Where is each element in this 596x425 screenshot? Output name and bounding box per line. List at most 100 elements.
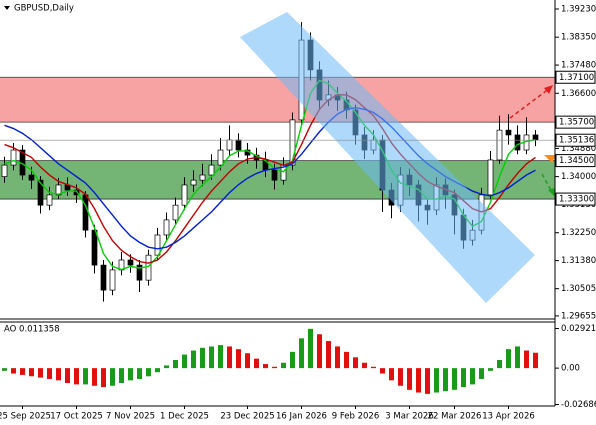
candle-body xyxy=(136,264,143,281)
ao-bar xyxy=(227,346,232,369)
y-tick-label: 0.029215 xyxy=(561,324,596,334)
ao-bar xyxy=(353,357,358,369)
candle-body xyxy=(1,164,8,177)
ao-bar xyxy=(524,350,529,369)
ao-bar xyxy=(407,368,412,390)
level-box xyxy=(555,115,596,129)
ao-bar xyxy=(380,368,385,374)
ao-bar xyxy=(371,366,376,369)
x-tick-label: 25 Sep 2025 xyxy=(0,412,51,422)
last-price-box xyxy=(555,133,596,147)
candle-body xyxy=(109,269,116,291)
candle-body xyxy=(73,189,80,196)
ao-bar xyxy=(56,368,61,381)
ao-bar xyxy=(272,366,277,369)
ao-bar xyxy=(263,364,268,369)
candle-body xyxy=(505,129,512,136)
candle-body xyxy=(181,184,188,206)
y-tick-label: 1.37480 xyxy=(561,61,596,71)
arrow-up xyxy=(509,87,551,119)
y-tick-label: 1.39230 xyxy=(561,4,596,14)
ao-bar xyxy=(191,350,196,369)
candle-body xyxy=(190,179,197,186)
ao-bar xyxy=(119,368,124,384)
trend-channel xyxy=(240,12,535,303)
ao-bar xyxy=(362,362,367,369)
last-price-label: 1.35136 xyxy=(559,136,594,146)
arrow-head xyxy=(544,155,556,163)
ao-bar xyxy=(74,368,79,385)
candle-body xyxy=(100,264,107,291)
ao-bar xyxy=(497,360,502,369)
ao-bar xyxy=(461,368,466,388)
ao-bar xyxy=(173,360,178,369)
x-tick-label: 17 Oct 2025 xyxy=(50,412,103,422)
x-tick-label: 3 Mar 2026 xyxy=(385,412,433,422)
level-label: 1.33300 xyxy=(559,195,594,205)
ao-bar xyxy=(38,368,43,378)
candle-body xyxy=(496,129,503,161)
candle-body xyxy=(172,204,179,221)
ao-bar xyxy=(146,368,151,377)
arrow-down xyxy=(541,173,553,193)
ao-bar xyxy=(164,365,169,369)
ao-bar xyxy=(20,368,25,375)
candle-body xyxy=(289,119,296,166)
x-tick-label: 9 Feb 2026 xyxy=(332,412,380,422)
level-box xyxy=(555,70,596,84)
x-tick-label: 22 Mar 2026 xyxy=(428,412,482,422)
candle-body xyxy=(208,164,215,176)
ao-bar xyxy=(281,362,286,369)
level-label: 1.35700 xyxy=(559,118,594,128)
y-tick-label: 1.30505 xyxy=(561,284,596,294)
candle-body xyxy=(82,194,89,231)
ao-bar xyxy=(236,349,241,369)
y-tick-label: 1.32250 xyxy=(561,228,596,238)
ao-bar xyxy=(470,368,475,385)
candle-body xyxy=(217,149,224,166)
candle-body xyxy=(271,169,278,181)
candle-body xyxy=(145,254,152,281)
x-tick-label: 13 Apr 2026 xyxy=(482,412,535,422)
ao-bar xyxy=(434,368,439,393)
ao-bar xyxy=(317,334,322,369)
ao-bar xyxy=(182,354,187,369)
candle-body xyxy=(10,149,17,166)
candle-body xyxy=(226,139,233,151)
ao-bar xyxy=(254,358,259,369)
ao-bar xyxy=(218,345,223,369)
zone xyxy=(0,77,555,123)
candle-body xyxy=(154,234,161,256)
y-tick-label: 1.34880 xyxy=(561,144,596,154)
ao-bar xyxy=(47,368,52,379)
candle-body xyxy=(127,259,134,266)
ao-bar xyxy=(128,368,133,381)
ao-bar xyxy=(308,328,313,369)
ao-bar xyxy=(83,368,88,385)
x-tick-label: 16 Jan 2026 xyxy=(276,412,327,422)
ao-bar xyxy=(11,368,16,374)
candle-body xyxy=(28,174,35,181)
ao-bar xyxy=(479,368,484,379)
candle-body xyxy=(235,139,242,151)
level-label: 1.34500 xyxy=(559,156,594,166)
ao-bar xyxy=(533,352,538,369)
chart-title: GBPUSD,Daily xyxy=(14,4,74,14)
ao-bar xyxy=(515,346,520,369)
ao-bar xyxy=(92,368,97,386)
arrow-head xyxy=(548,188,555,197)
ao-bar xyxy=(101,368,106,388)
ao-bar xyxy=(137,368,142,379)
candle-body xyxy=(46,194,53,206)
menu-icon xyxy=(4,6,10,10)
candle-body xyxy=(163,219,170,236)
ao-bar xyxy=(2,368,7,371)
level-box xyxy=(555,192,596,206)
ao-bar xyxy=(245,353,250,369)
ao-bar xyxy=(326,341,331,369)
ao-bar xyxy=(110,368,115,386)
level-label: 1.37100 xyxy=(559,73,594,83)
ao-bar xyxy=(335,346,340,369)
candle-body xyxy=(487,159,494,196)
